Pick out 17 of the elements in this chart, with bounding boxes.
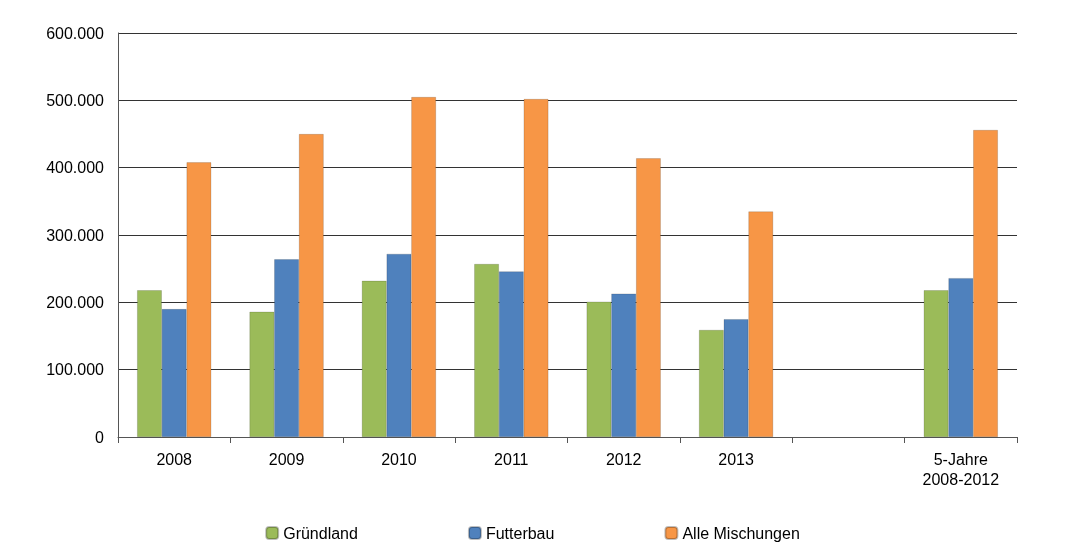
x-tick-label: 2009: [268, 450, 305, 468]
legend-label: Futterbau: [485, 524, 555, 542]
y-tick-label: 500.000: [46, 91, 105, 109]
legend-label: Alle Mischungen: [682, 524, 800, 542]
y-tick-label: 200.000: [46, 293, 105, 311]
x-tick-label: 2012: [605, 450, 642, 468]
y-tick-label: 100.000: [46, 361, 105, 379]
x-tick-label: 2011: [494, 450, 529, 468]
y-tick-label: 600.000: [46, 24, 105, 42]
y-tick-label: 400.000: [46, 159, 105, 177]
legend-label: Gründland: [283, 524, 358, 542]
y-tick-label: 0: [95, 428, 105, 446]
x-tick-label: 5-Jahre 2008-2012: [922, 450, 1000, 488]
y-tick-label: 300.000: [46, 226, 105, 244]
x-tick-label: 2010: [381, 450, 417, 468]
x-tick-label: 2008: [156, 450, 193, 468]
x-tick-label: 2013: [718, 450, 754, 468]
